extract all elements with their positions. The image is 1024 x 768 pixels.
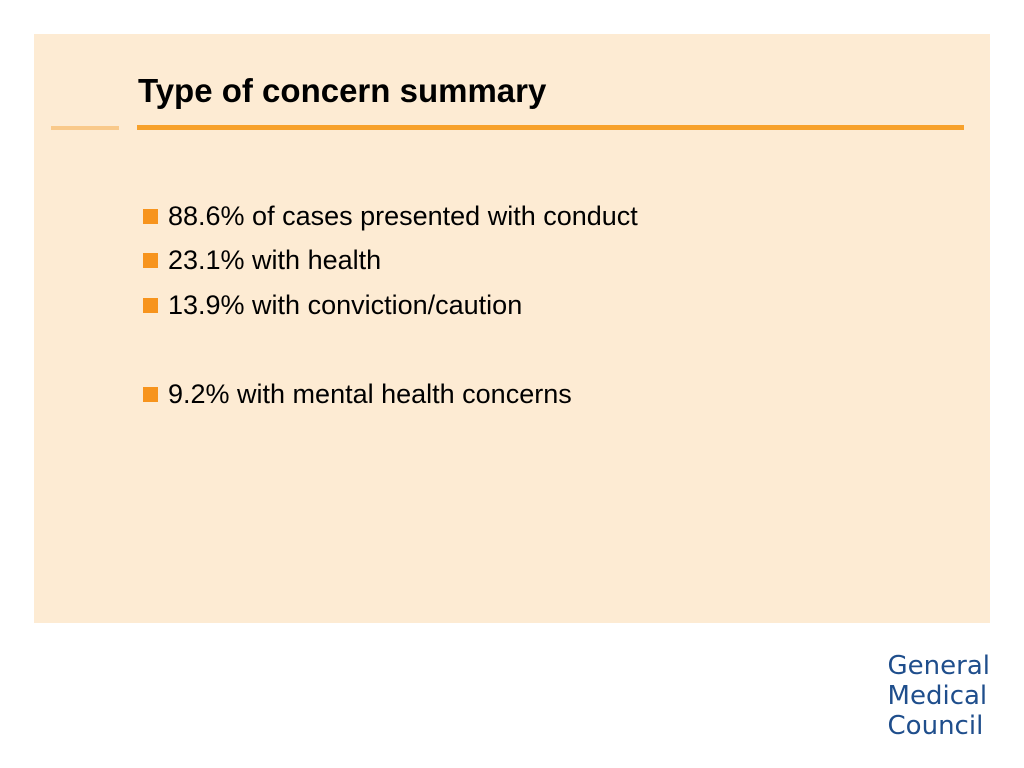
title-rule-left <box>51 126 119 130</box>
content-panel <box>34 34 990 623</box>
bullet-text: 88.6% of cases presented with conduct <box>168 200 638 231</box>
slide-title: Type of concern summary <box>138 72 547 109</box>
logo-line: General <box>887 651 990 681</box>
bullet-text: 13.9% with conviction/caution <box>168 289 523 320</box>
bullet-text: 9.2% with mental health concerns <box>168 379 572 410</box>
logo-line: Medical <box>887 681 988 711</box>
gmc-logo: General Medical Council <box>888 651 990 741</box>
bullet-item: 23.1% with health <box>143 239 638 284</box>
title-rule <box>137 125 964 130</box>
bullet-item: 13.9% with conviction/caution <box>143 283 638 328</box>
logo-line: Council <box>887 711 984 741</box>
bullet-list: 88.6% of cases presented with conduct 23… <box>143 194 638 417</box>
square-bullet-icon <box>143 297 158 313</box>
square-bullet-icon <box>143 387 158 403</box>
bullet-item: 88.6% of cases presented with conduct <box>143 194 638 239</box>
bullet-item: 9.2% with mental health concerns <box>143 373 638 418</box>
square-bullet-icon <box>143 253 158 269</box>
bullet-text: 23.1% with health <box>168 245 382 276</box>
square-bullet-icon <box>143 208 158 224</box>
